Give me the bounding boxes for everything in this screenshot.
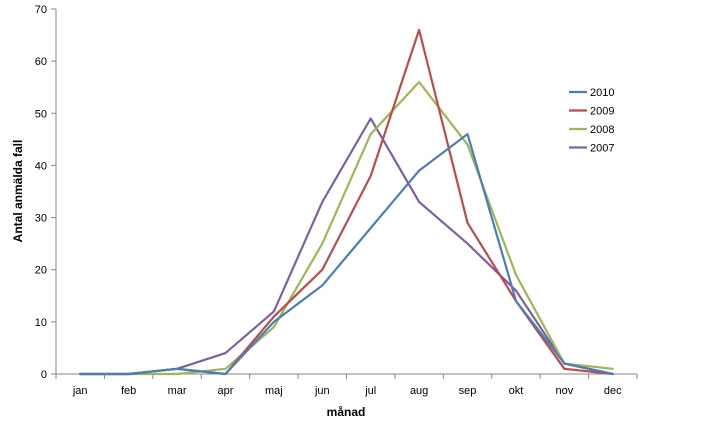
series-line-2010 (79, 133, 614, 376)
series-layer (79, 28, 614, 376)
legend-label-2007: 2007 (590, 143, 614, 155)
legend-label-2010: 2010 (590, 87, 614, 99)
y-tick-label: 50 (35, 108, 47, 120)
x-tick-label-nov: nov (556, 385, 574, 397)
x-tick-label-feb: feb (121, 385, 136, 397)
y-tick-label: 0 (41, 369, 47, 381)
y-tick-label: 20 (35, 265, 47, 277)
series-line-2008 (79, 80, 614, 376)
legend-label-2008: 2008 (590, 124, 614, 136)
y-tick-label: 60 (35, 56, 47, 68)
series-line-2007 (79, 117, 614, 376)
x-tick-label-mar: mar (168, 385, 187, 397)
x-tick-label-jun: jun (314, 385, 330, 397)
x-tick-label-sep: sep (459, 385, 477, 397)
legend-label-2009: 2009 (590, 106, 614, 118)
x-tick-label-dec: dec (604, 385, 622, 397)
y-tick-label: 40 (35, 160, 47, 172)
x-tick-label-maj: maj (265, 385, 283, 397)
y-tick-label: 30 (35, 213, 47, 225)
x-tick-label-jan: jan (72, 385, 88, 397)
x-tick-label-okt: okt (509, 385, 524, 397)
x-tick-label-aug: aug (410, 385, 428, 397)
y-tick-label: 10 (35, 317, 47, 329)
legend: 2010 2009 2008 2007 (569, 87, 614, 155)
x-tick-label-jul: jul (364, 385, 376, 397)
x-tick-label-apr: apr (218, 385, 234, 397)
y-axis-title: Antal anmälda fall (11, 140, 25, 243)
x-axis-title: månad (327, 405, 366, 419)
axes: 0 10 20 30 40 50 60 70 jan feb mar apr maj jun jul aug s… (35, 4, 638, 397)
y-tick-label: 70 (35, 4, 47, 16)
